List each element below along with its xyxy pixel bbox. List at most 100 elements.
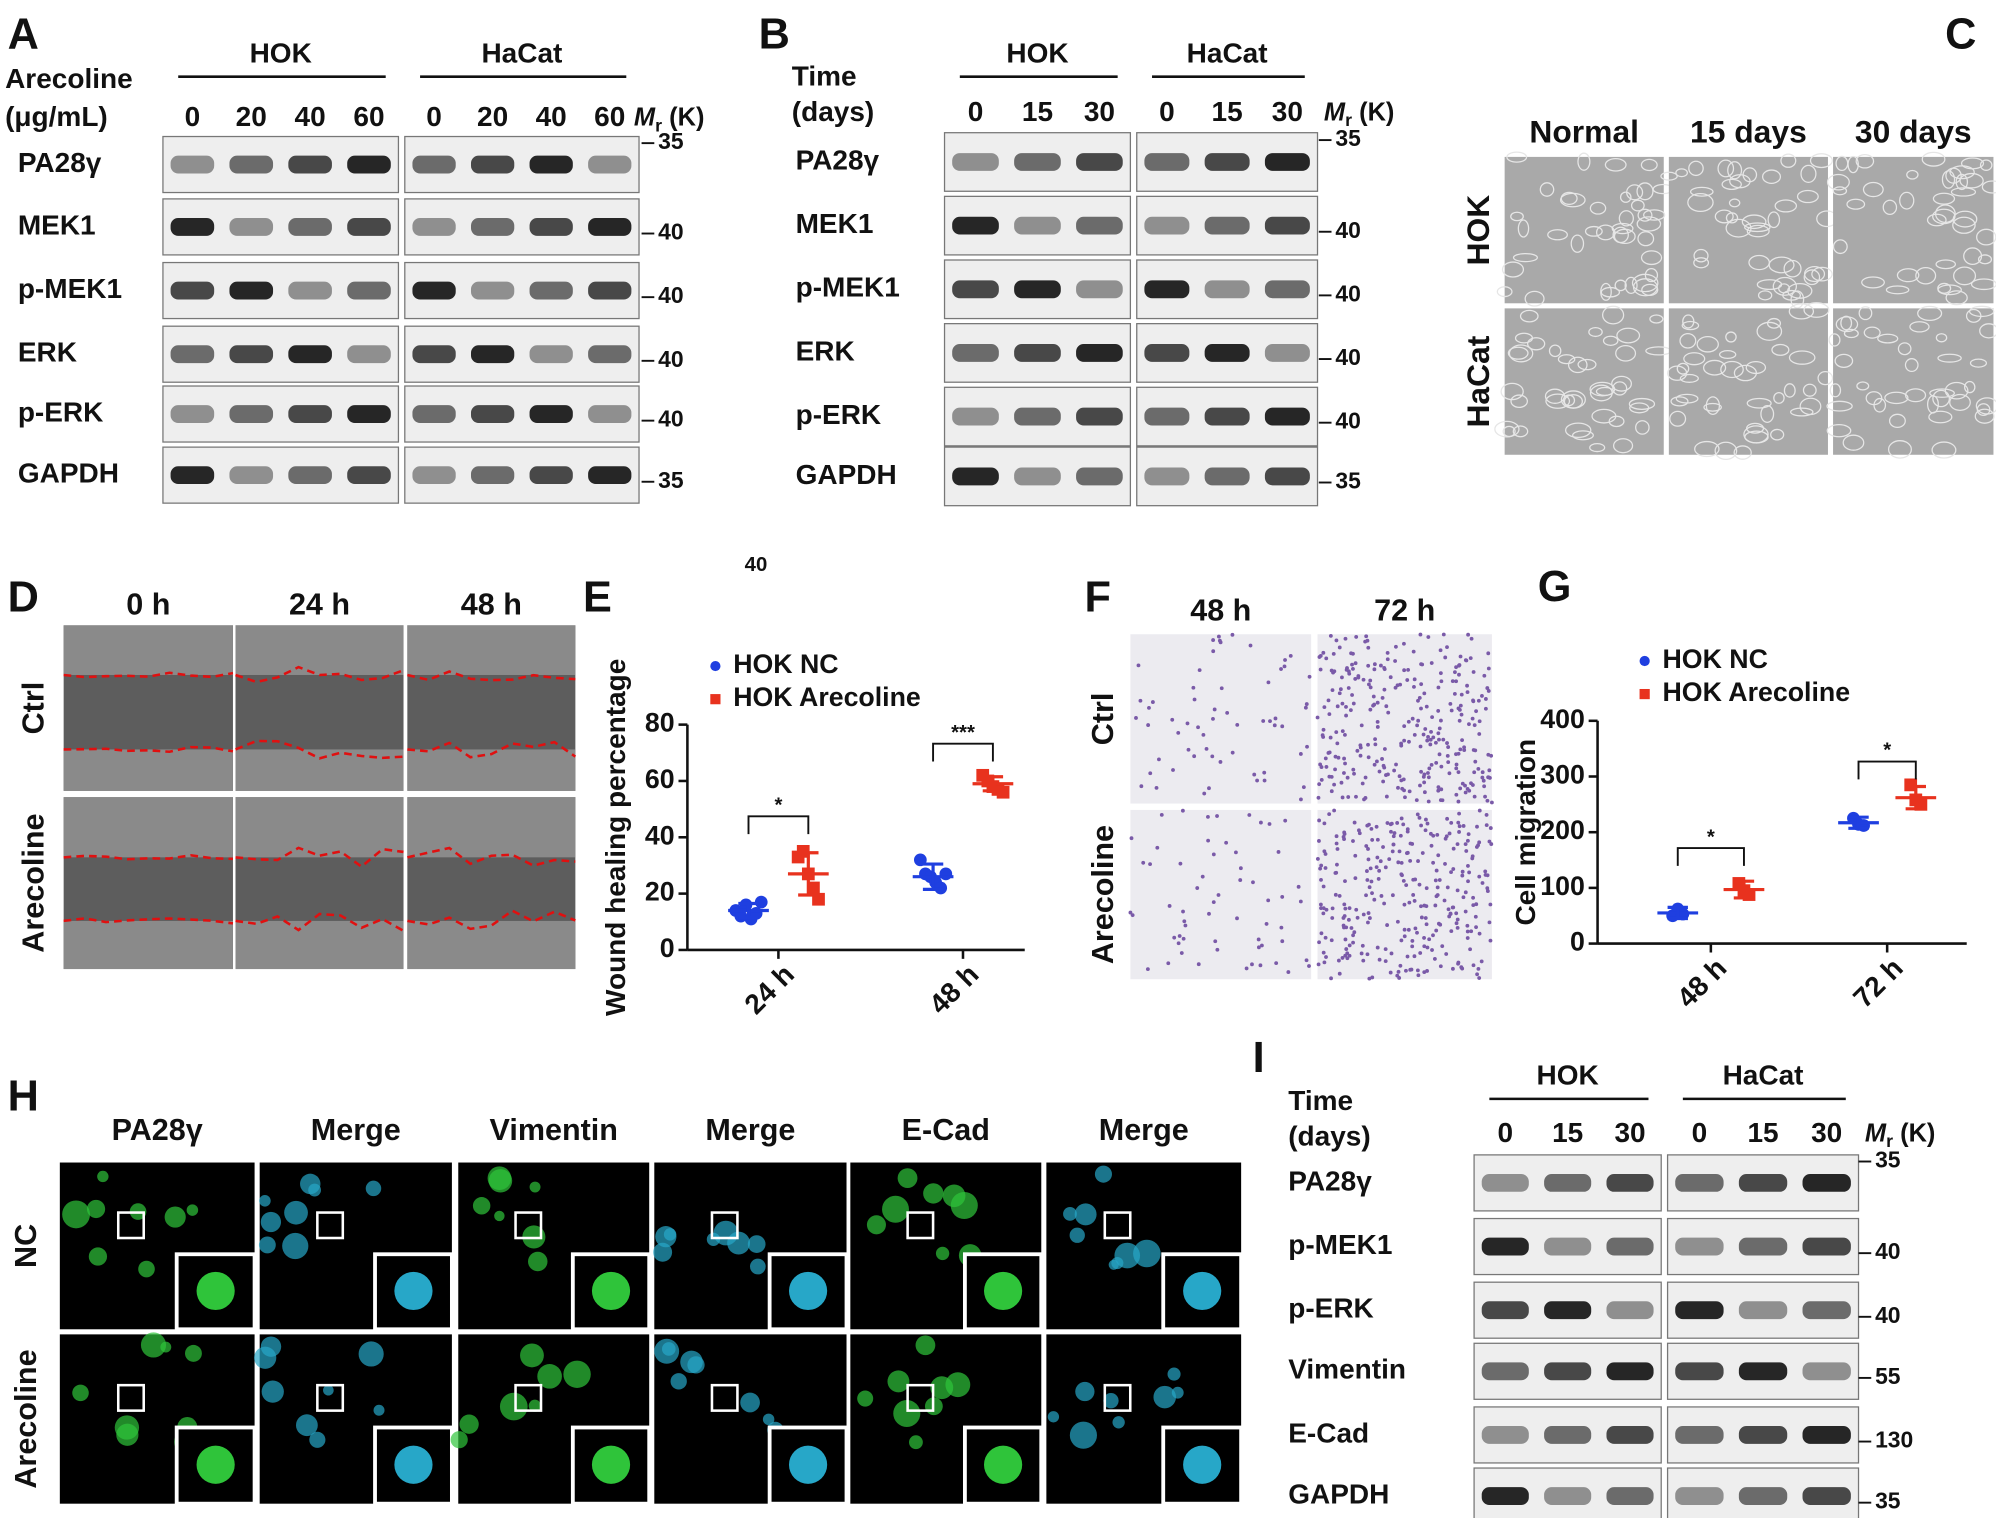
cell — [1743, 425, 1769, 444]
migrated-cell — [1252, 772, 1257, 777]
migrated-cell — [1427, 766, 1432, 771]
cell — [1771, 343, 1790, 356]
migrated-cell — [1346, 686, 1351, 690]
migrated-cell — [1470, 856, 1475, 861]
blot-band — [170, 345, 215, 364]
migrated-cell — [1425, 945, 1430, 950]
protein-label: p-MEK1 — [1288, 1229, 1392, 1260]
legend-marker — [1639, 688, 1650, 700]
cell — [1660, 171, 1678, 181]
migrated-cell — [1370, 975, 1375, 980]
migrated-cell — [1399, 778, 1404, 783]
migrated-cell — [1176, 941, 1181, 946]
migrated-cell — [1446, 907, 1451, 912]
migrated-cell — [1466, 632, 1471, 637]
migrated-cell — [1436, 685, 1441, 690]
migrated-cell — [1347, 671, 1352, 676]
migrated-cell — [1445, 885, 1450, 890]
y-tick-label: 20 — [645, 877, 675, 907]
cell — [1952, 216, 1976, 234]
migrated-cell — [1390, 893, 1395, 898]
lane-label: 30 — [1614, 1117, 1645, 1148]
migrated-cell — [1380, 757, 1384, 761]
cell — [1557, 354, 1576, 365]
migrated-cell — [1441, 737, 1446, 742]
migrated-cell — [1446, 745, 1451, 749]
migrated-cell — [1319, 863, 1324, 868]
migrated-cell — [1381, 845, 1385, 849]
zoomed-cell — [196, 1445, 235, 1484]
migrated-cell — [1416, 718, 1421, 723]
protein-label: ERK — [18, 337, 77, 368]
migrated-cell — [1405, 954, 1410, 959]
migrated-cell — [1340, 956, 1345, 960]
migrated-cell — [1186, 747, 1191, 752]
migrated-cell — [1256, 945, 1261, 950]
wound-edge — [63, 671, 234, 679]
cell — [1935, 259, 1957, 270]
migrated-cell — [1385, 923, 1390, 927]
cell — [1544, 388, 1566, 404]
cell — [1949, 393, 1971, 412]
migrated-cell — [1367, 682, 1371, 687]
y-tick-label: 200 — [1540, 815, 1585, 845]
migrated-cell — [1139, 784, 1144, 789]
cell — [1693, 248, 1709, 263]
migrated-cell — [1460, 869, 1465, 874]
cell — [1760, 405, 1775, 424]
cell — [1670, 396, 1689, 407]
blot-band — [1675, 1426, 1724, 1444]
y-tick-label: 100 — [1540, 871, 1585, 901]
stained-cell — [915, 1335, 936, 1356]
migrated-cell — [1472, 723, 1477, 728]
migrated-cell — [1412, 732, 1417, 737]
migrated-cell — [1465, 683, 1469, 688]
significance-label: * — [1707, 826, 1715, 848]
blot-band — [1204, 216, 1250, 235]
migrated-cell — [1382, 747, 1387, 751]
panel-label: A — [8, 11, 39, 59]
migrated-cell — [1395, 821, 1400, 825]
cell — [1742, 167, 1758, 183]
migrated-cell — [1424, 904, 1429, 909]
stained-cell — [528, 1399, 541, 1412]
blot-band — [470, 281, 515, 300]
blot-band — [412, 155, 456, 174]
migrated-cell — [1353, 676, 1358, 681]
migrated-cell — [1366, 920, 1370, 925]
row-label: Arecoline — [9, 1349, 43, 1488]
migrated-cell — [1352, 771, 1356, 776]
migrated-cell — [1428, 831, 1433, 836]
migrated-cell — [1407, 739, 1411, 744]
migrated-cell — [1192, 697, 1197, 702]
cell — [1858, 306, 1873, 321]
stained-cell — [186, 1204, 199, 1216]
migrated-cell — [1429, 661, 1434, 665]
cell — [1679, 373, 1699, 383]
cell — [1746, 224, 1770, 238]
migrated-cell — [1304, 702, 1309, 706]
marker-label: 40 — [1875, 1238, 1900, 1264]
migrated-cell — [1345, 951, 1350, 956]
migrated-cell — [1422, 780, 1427, 785]
migrated-cell — [1367, 822, 1371, 827]
migrated-cell — [1360, 781, 1365, 786]
cell — [1591, 408, 1617, 424]
migrated-cell — [1449, 820, 1454, 825]
lane-label: 60 — [353, 101, 384, 132]
migrated-cell — [1465, 838, 1470, 843]
column-header: 48 h — [461, 587, 522, 621]
cell — [1790, 290, 1805, 309]
migrated-cell — [1469, 781, 1473, 786]
migrated-cell — [1474, 709, 1478, 714]
migrated-cell — [1455, 888, 1460, 893]
migrated-cell — [1445, 645, 1449, 650]
cell — [1778, 283, 1791, 294]
migrated-cell — [1191, 685, 1196, 690]
legend-marker — [1639, 655, 1650, 667]
cell — [1969, 358, 1988, 368]
migrated-cell — [1374, 824, 1379, 829]
cell — [1744, 222, 1771, 233]
migrated-cell — [1370, 891, 1374, 896]
migrated-cell — [1180, 808, 1185, 813]
